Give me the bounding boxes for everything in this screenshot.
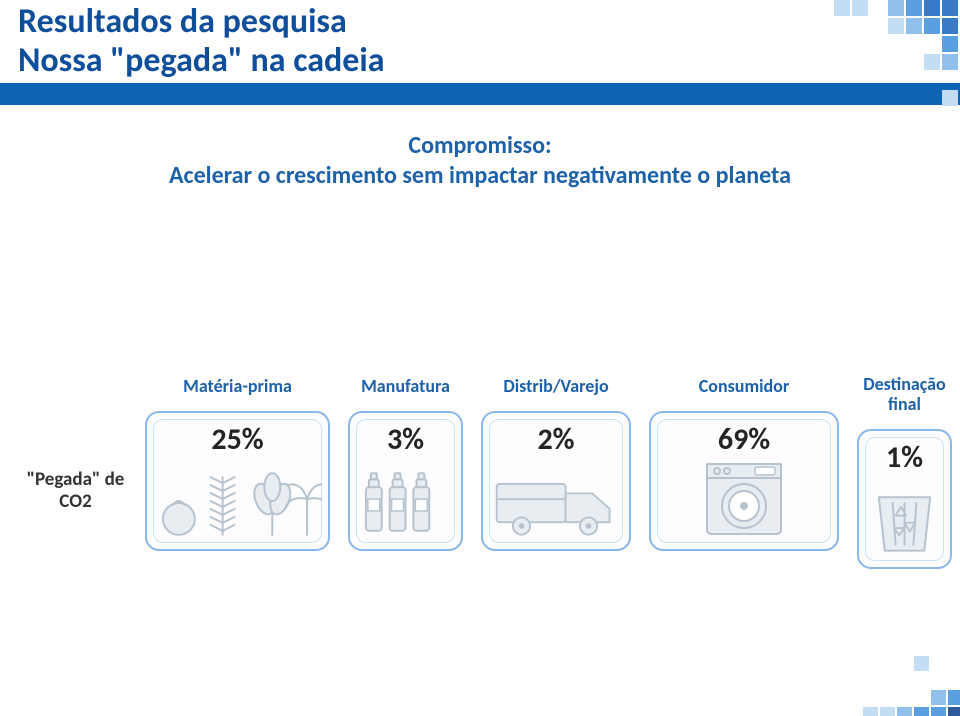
stage-percent: 3% <box>387 421 424 458</box>
stage-icon <box>147 458 328 549</box>
title-line-1: Resultados da pesquisa <box>18 2 385 41</box>
stage-capsule: 25% <box>145 411 330 551</box>
stage-icon <box>483 458 629 549</box>
row-label-line-2: CO2 <box>59 490 91 513</box>
stage-capsule: 2% <box>481 411 631 551</box>
row-label: "Pegada" de CO2 <box>18 469 133 513</box>
stage-capsule: 3% <box>348 411 463 551</box>
stage-percent: 1% <box>886 439 923 476</box>
stage-label: Distrib/Varejo <box>503 375 608 397</box>
commitment-heading: Compromisso: Acelerar o crescimento sem … <box>0 131 960 191</box>
row-label-line-1: "Pegada" de <box>27 468 125 491</box>
page-title: Resultados da pesquisa Nossa "pegada" na… <box>18 2 385 80</box>
stage-label: Consumidor <box>699 375 790 397</box>
stage-percent: 25% <box>211 421 263 458</box>
header: Resultados da pesquisa Nossa "pegada" na… <box>0 0 960 105</box>
stage-icon <box>651 458 837 550</box>
stage-percent: 2% <box>537 421 574 458</box>
stage-dest: Destinaçãofinal 1% <box>857 375 952 569</box>
commitment-line-1: Compromisso: <box>0 131 960 161</box>
mosaic-top-icon <box>600 0 960 112</box>
stage-label-line-2: final <box>888 393 921 415</box>
stage-icon <box>859 476 950 567</box>
stage-capsule: 69% <box>649 411 839 551</box>
stage-capsule: 1% <box>857 429 952 569</box>
mosaic-bottom-icon <box>710 656 960 716</box>
title-line-2: Nossa "pegada" na cadeia <box>18 41 385 80</box>
stage-icon <box>350 458 461 549</box>
stage-distrib: Distrib/Varejo 2% <box>481 375 631 569</box>
commitment-line-2: Acelerar o crescimento sem impactar nega… <box>0 161 960 191</box>
stage-raw: Matéria-prima 25% <box>145 375 330 569</box>
stage-label: Destinaçãofinal <box>863 375 945 415</box>
flow-diagram: "Pegada" de CO2 Matéria-prima 25% Manufat… <box>0 375 960 569</box>
stage-label-line-1: Destinação <box>863 373 945 395</box>
stage-label: Matéria-prima <box>183 375 292 397</box>
stage-manuf: Manufatura 3% <box>348 375 463 569</box>
stage-percent: 69% <box>718 421 770 458</box>
stage-label: Manufatura <box>361 375 450 397</box>
stage-cons: Consumidor 69% <box>649 375 839 569</box>
